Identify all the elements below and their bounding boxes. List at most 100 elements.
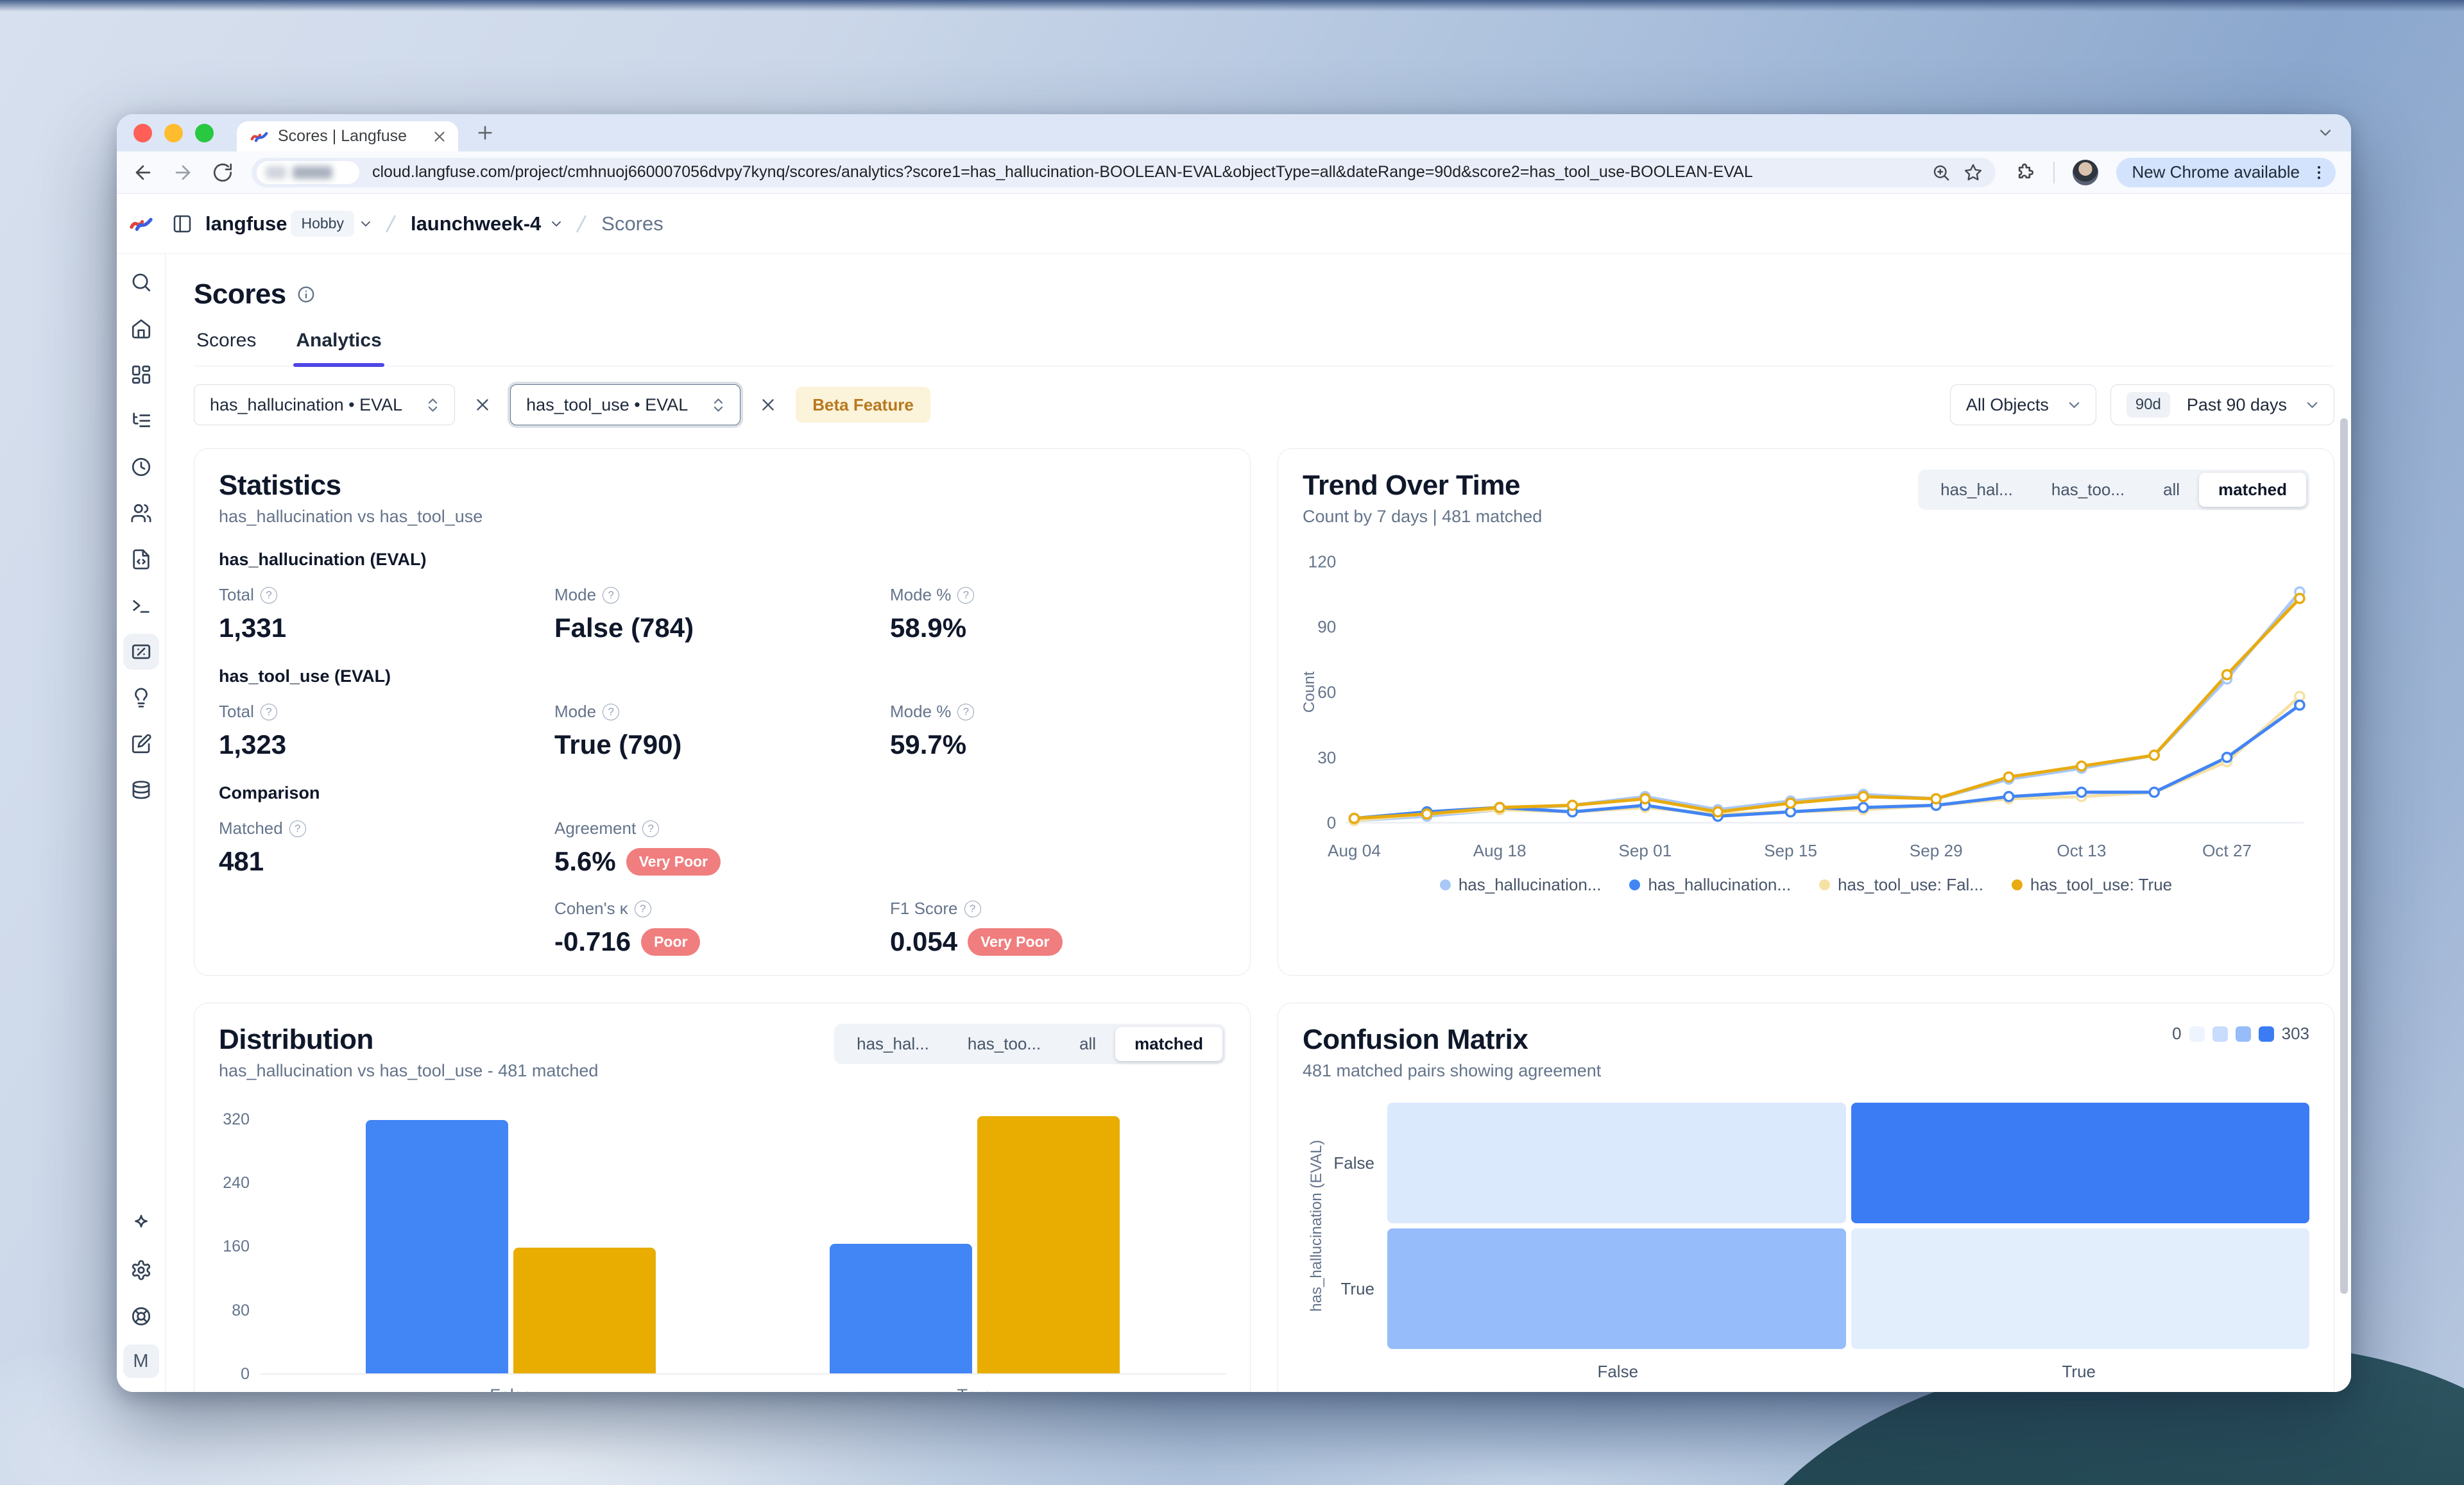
object-filter-select[interactable]: All Objects	[1949, 384, 2096, 425]
row-label-true: True	[1340, 1278, 1375, 1298]
langfuse-logo[interactable]	[117, 211, 166, 237]
legend-dot	[1439, 879, 1451, 890]
help-icon[interactable]: ?	[289, 820, 306, 837]
new-tab-button[interactable]	[475, 123, 495, 143]
segment-option-hashal[interactable]: has_hal...	[1940, 480, 2013, 499]
segment-option-hastoo[interactable]: has_too...	[2051, 480, 2125, 499]
segment-option-all[interactable]: all	[2163, 480, 2180, 499]
help-icon[interactable]: ?	[642, 820, 660, 837]
bar-has_hallucination-true[interactable]	[829, 1243, 972, 1373]
bar-has_hallucination-false[interactable]	[366, 1120, 509, 1373]
info-icon[interactable]	[296, 285, 316, 304]
sidebar-item-playground[interactable]	[123, 588, 159, 624]
langfuse-app: langfuse Hobby launchweek-4 Scores M Sco…	[117, 194, 2351, 1392]
help-icon[interactable]: ?	[260, 703, 277, 720]
cell-false-true[interactable]	[1851, 1103, 2309, 1223]
sidebar-item-storage[interactable]	[123, 772, 159, 808]
breadcrumb-slash-icon-2	[570, 213, 592, 235]
remove-score1-button[interactable]	[469, 391, 496, 418]
sidebar: M	[117, 254, 166, 1392]
confusion-row-labels: False True	[1331, 1103, 1387, 1349]
bar-has_tool_use-false[interactable]	[513, 1247, 656, 1373]
trend-line-chart: 0 30 60 90 120 Count Aug 04 Aug 18 Sep 01 Sep 15 S…	[1303, 536, 2309, 871]
sidebar-item-evaluators[interactable]	[123, 680, 159, 716]
cell-true-true[interactable]	[1851, 1228, 2309, 1349]
tab-search-icon[interactable]	[2316, 124, 2334, 142]
zoom-icon[interactable]	[1931, 163, 1951, 182]
tab-analytics[interactable]: Analytics	[293, 330, 385, 367]
help-icon[interactable]: ?	[603, 703, 620, 720]
sidebar-item-scores[interactable]	[123, 634, 159, 670]
project-switcher-chevron-icon[interactable]	[549, 216, 564, 232]
sidebar-item-settings[interactable]	[123, 1252, 159, 1288]
browser-profile-avatar[interactable]	[2073, 159, 2099, 185]
range-badge: 90d	[2126, 392, 2170, 418]
reload-icon[interactable]	[212, 162, 234, 183]
sidebar-item-whats-new[interactable]	[123, 1206, 159, 1242]
segment-option-hastoo[interactable]: has_too...	[967, 1034, 1041, 1053]
statistics-title: Statistics	[219, 470, 341, 501]
bookmark-star-icon[interactable]	[1964, 163, 1983, 182]
svg-text:Sep 29: Sep 29	[1910, 841, 1963, 860]
score1-select[interactable]: has_hallucination • EVAL	[194, 384, 456, 425]
chrome-update-pill[interactable]: New Chrome available	[2116, 157, 2336, 187]
distribution-y-axis: 0 80 160 240 320	[223, 1110, 250, 1383]
sidebar-item-sessions[interactable]	[123, 449, 159, 485]
object-filter-value: All Objects	[1965, 395, 2049, 414]
sidebar-item-datasets[interactable]	[123, 726, 159, 762]
svg-text:Aug 04: Aug 04	[1328, 841, 1381, 860]
help-icon[interactable]: ?	[634, 900, 651, 917]
segment-option-matched[interactable]: matched	[1115, 1027, 1222, 1061]
remove-score2-button[interactable]	[755, 391, 782, 418]
sidebar-item-prompts[interactable]	[123, 541, 159, 577]
sidebar-item-users[interactable]	[123, 495, 159, 531]
segment-option-matched[interactable]: matched	[2199, 473, 2306, 507]
segment-option-all[interactable]: all	[1079, 1034, 1097, 1053]
score2-select[interactable]: has_tool_use • EVAL	[510, 384, 741, 425]
org-switcher-chevron-icon[interactable]	[358, 216, 373, 232]
org-name[interactable]: langfuse	[205, 212, 287, 235]
main-content: Scores Scores Analytics has_hallucination…	[166, 254, 2351, 1392]
page-scrollbar[interactable]	[2340, 418, 2348, 1294]
help-icon[interactable]: ?	[964, 900, 981, 917]
sidebar-item-home[interactable]	[123, 310, 159, 346]
browser-menu-icon[interactable]	[2310, 164, 2328, 182]
project-name[interactable]: launchweek-4	[410, 212, 542, 235]
cell-true-false[interactable]	[1387, 1228, 1846, 1349]
forward-icon[interactable]	[172, 162, 194, 183]
sidebar-toggle-icon[interactable]	[172, 214, 193, 234]
date-range-select[interactable]: 90d Past 90 days	[2110, 384, 2334, 425]
tab-scores[interactable]: Scores	[196, 330, 257, 351]
support-icon	[130, 1305, 152, 1327]
rating-badge: Poor	[641, 928, 701, 956]
fullscreen-window-button[interactable]	[195, 123, 214, 142]
help-icon[interactable]: ?	[603, 586, 620, 604]
extensions-icon[interactable]	[2014, 162, 2035, 183]
sidebar-item-tracing[interactable]	[123, 403, 159, 439]
sidebar-item-dashboards[interactable]	[123, 357, 159, 393]
browser-tab[interactable]: Scores | Langfuse	[237, 121, 458, 151]
cell-false-false[interactable]	[1387, 1103, 1846, 1223]
distribution-subtitle: has_hallucination vs has_tool_use - 481 …	[219, 1061, 599, 1080]
back-icon[interactable]	[132, 162, 154, 183]
metric-mode-: Mode % ? 59.7%	[890, 702, 1226, 760]
close-icon	[473, 395, 492, 414]
whats-new-icon	[130, 1213, 152, 1235]
help-icon[interactable]: ?	[260, 586, 277, 604]
help-icon[interactable]: ?	[957, 586, 975, 604]
legend-swatch	[2189, 1026, 2205, 1042]
sidebar-item-support[interactable]	[123, 1298, 159, 1334]
browser-window: Scores | Langfuse cloud.langfuse.com/pro…	[117, 114, 2351, 1392]
tab-close-icon[interactable]	[431, 128, 448, 145]
minimize-window-button[interactable]	[164, 123, 183, 142]
segment-option-hashal[interactable]: has_hal...	[857, 1034, 929, 1053]
help-icon[interactable]: ?	[957, 703, 975, 720]
sidebar-item-search[interactable]	[123, 264, 159, 300]
bar-has_tool_use-true[interactable]	[977, 1116, 1120, 1373]
legend-item: has_hallucination...	[1629, 875, 1791, 895]
close-window-button[interactable]	[133, 123, 152, 142]
svg-text:90: 90	[1317, 617, 1336, 636]
svg-text:Oct 27: Oct 27	[2202, 841, 2252, 860]
url-bar[interactable]: cloud.langfuse.com/project/cmhnuoj660007…	[252, 157, 1996, 187]
user-avatar[interactable]: M	[123, 1345, 159, 1378]
